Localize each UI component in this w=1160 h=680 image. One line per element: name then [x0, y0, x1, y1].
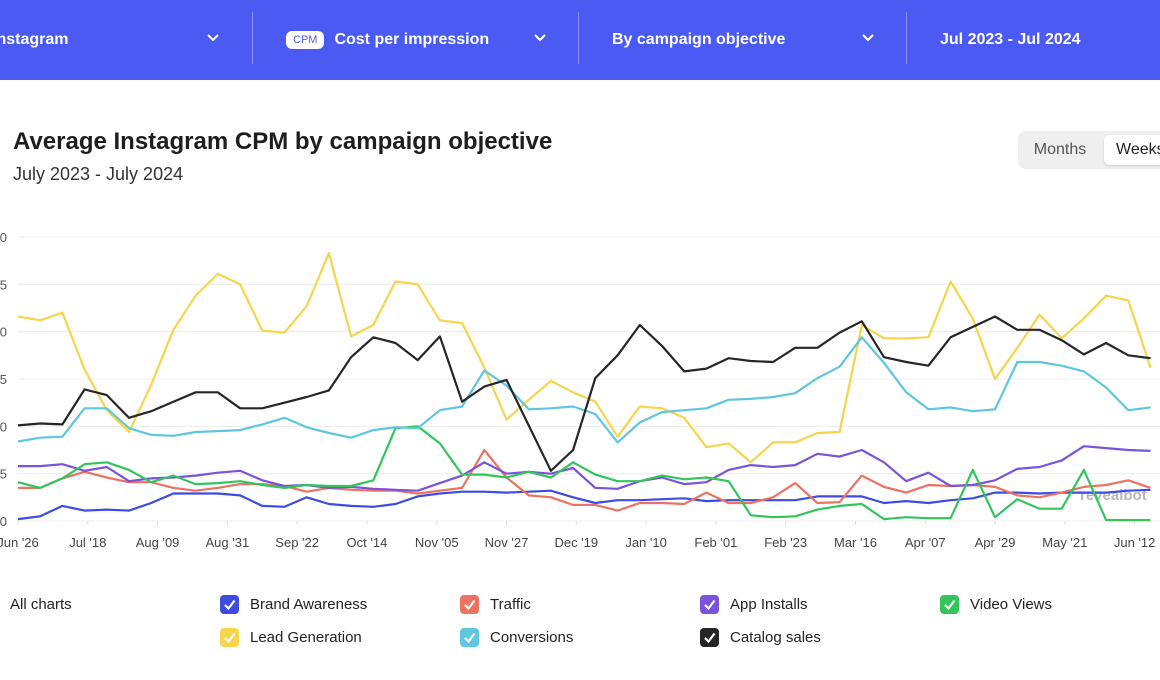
check-mark [704, 632, 716, 644]
chart-title: Average Instagram CPM by campaign object… [13, 128, 553, 155]
check-mark [464, 632, 476, 644]
grouping-label: By campaign objective [612, 31, 786, 48]
legend-label[interactable]: Traffic [490, 596, 531, 613]
divider [252, 12, 253, 64]
legend-checkbox[interactable] [220, 628, 239, 647]
y-tick-label: 20 [0, 325, 7, 340]
date-label: Jul 2023 - Jul 2024 [940, 31, 1081, 48]
series-line [17, 488, 1151, 521]
x-tick-label: Apr '07 [905, 535, 946, 550]
x-tick-label: Jun '12 [1114, 535, 1156, 550]
legend-label[interactable]: Catalog sales [730, 629, 821, 646]
check-mark [704, 599, 716, 611]
legend-label[interactable]: App Installs [730, 596, 808, 613]
check-mark [944, 599, 956, 611]
y-tick-label: 25 [0, 277, 7, 292]
x-tick-label: Mar '16 [834, 535, 877, 550]
y-tick-label: 0 [0, 514, 7, 529]
metric-badge: CPM [286, 31, 325, 49]
series-line [18, 445, 1151, 492]
check-mark [224, 632, 236, 644]
grouping-dropdown[interactable]: By campaign objective [612, 0, 785, 80]
legend-checkbox[interactable] [940, 595, 959, 614]
legend-all[interactable]: All charts [10, 596, 72, 613]
x-tick-label: Nov '27 [485, 535, 529, 550]
series-line [18, 448, 1151, 512]
legend-label[interactable]: Conversions [490, 629, 573, 646]
x-tick-label: Jul '18 [69, 535, 106, 550]
x-tick-label: Dec '19 [554, 535, 598, 550]
x-tick-label: Aug '31 [206, 535, 250, 550]
legend-checkbox[interactable] [220, 595, 239, 614]
toggle-button[interactable]: Months [1033, 141, 1087, 158]
date-dropdown[interactable]: Jul 2023 - Jul 2024 [940, 0, 1081, 80]
y-tick-label: 10 [0, 419, 7, 434]
x-tick-label: Oct '14 [347, 535, 388, 550]
legend-checkbox[interactable] [700, 628, 719, 647]
metric-dropdown[interactable]: CPM Cost per impression [286, 0, 489, 80]
divider [906, 12, 907, 64]
x-tick-label: Apr '29 [975, 535, 1016, 550]
x-tick-label: Feb '01 [694, 535, 737, 550]
x-tick-label: Aug '09 [136, 535, 180, 550]
y-tick-label: 5 [0, 467, 7, 482]
legend-checkbox[interactable] [460, 628, 479, 647]
divider [578, 12, 579, 64]
series-line [17, 315, 1151, 472]
toggle-button[interactable]: Weeks [1104, 135, 1160, 165]
platform-label: Instagram [0, 31, 69, 48]
legend-checkbox[interactable] [460, 595, 479, 614]
series-line [17, 425, 1151, 522]
platform-dropdown[interactable]: Instagram [0, 0, 68, 80]
x-tick-label: Feb '23 [764, 535, 807, 550]
x-tick-label: Sep '22 [275, 535, 319, 550]
legend-label[interactable]: Video Views [970, 596, 1052, 613]
legend-label[interactable]: Lead Generation [250, 629, 362, 646]
x-tick-label: Jan '10 [625, 535, 667, 550]
top-bar: Instagram CPM Cost per impression By camp… [0, 0, 1160, 80]
chevron [862, 34, 874, 42]
x-tick-label: Jun '26 [0, 535, 39, 550]
check-mark [464, 599, 476, 611]
legend-checkbox[interactable] [700, 595, 719, 614]
chevron [534, 34, 546, 42]
check-mark [224, 599, 236, 611]
legend-label[interactable]: Brand Awareness [250, 596, 367, 613]
metric-label: Cost per impression [334, 31, 490, 48]
period-toggle: Months Weeks [1018, 131, 1160, 169]
y-tick-label: 15 [0, 372, 7, 387]
x-tick-label: Nov '05 [415, 535, 459, 550]
y-tick-label: 30 [0, 230, 7, 245]
watermark: revealbot [1080, 487, 1147, 504]
chart-subtitle: July 2023 - July 2024 [13, 164, 184, 184]
series-line [17, 336, 1151, 444]
x-tick-label: May '21 [1042, 535, 1087, 550]
chevron [207, 34, 219, 42]
series-line [17, 252, 1152, 464]
